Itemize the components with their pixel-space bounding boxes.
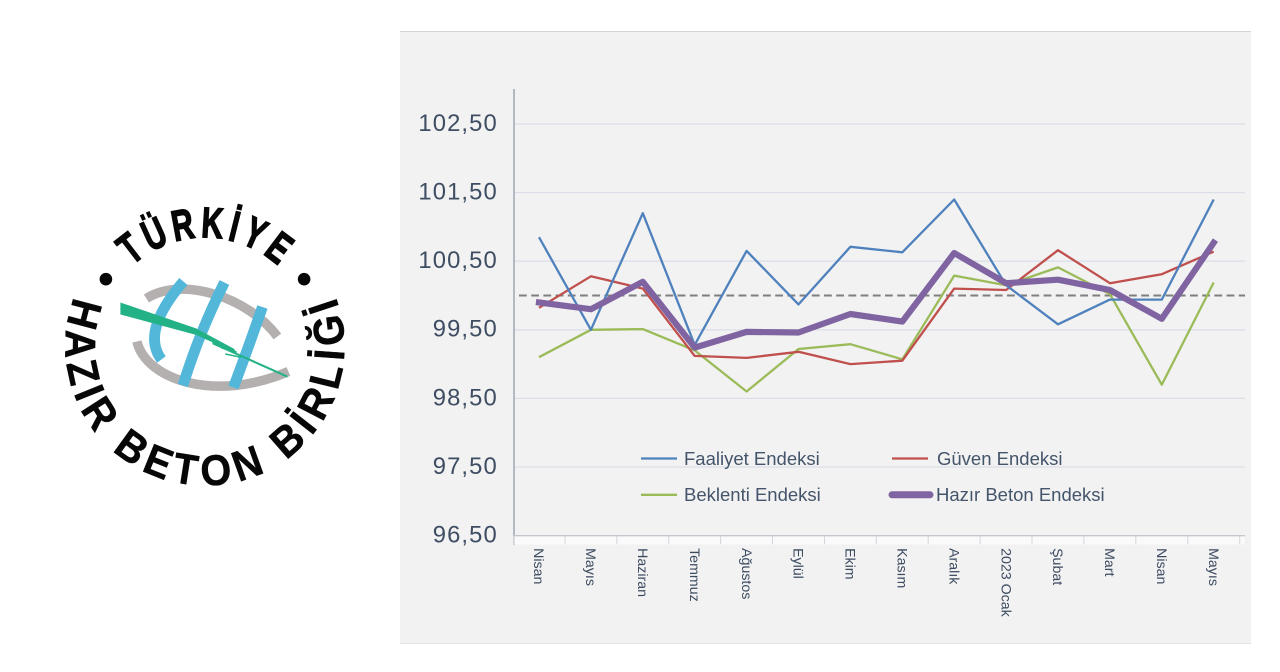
svg-text:Ağustos: Ağustos	[738, 548, 754, 599]
svg-text:Mayıs: Mayıs	[582, 548, 598, 586]
svg-text:2023 Ocak: 2023 Ocak	[997, 548, 1013, 618]
svg-text:K: K	[200, 197, 225, 247]
svg-text:Nisan: Nisan	[530, 548, 546, 584]
svg-text:A: A	[56, 329, 104, 358]
svg-text:Eylül: Eylül	[790, 548, 806, 579]
svg-text:Kasım: Kasım	[894, 548, 910, 588]
svg-text:Temmuz: Temmuz	[686, 548, 702, 602]
svg-text:Haziran: Haziran	[634, 548, 650, 597]
svg-text:Aralık: Aralık	[945, 548, 961, 585]
svg-text:Faaliyet Endeksi: Faaliyet Endeksi	[684, 448, 820, 469]
svg-text:İ: İ	[305, 347, 354, 361]
svg-text:R: R	[167, 198, 197, 250]
svg-text:Ğ: Ğ	[303, 312, 354, 348]
svg-text:Mart: Mart	[1101, 548, 1117, 576]
svg-text:96,50: 96,50	[433, 522, 498, 549]
svg-text:Mayıs: Mayıs	[1205, 548, 1221, 586]
svg-text:Beklenti Endeksi: Beklenti Endeksi	[684, 484, 821, 505]
svg-text:Ekim: Ekim	[842, 548, 858, 580]
svg-text:Nisan: Nisan	[1153, 548, 1169, 584]
svg-text:O: O	[198, 445, 233, 495]
svg-text:99,50: 99,50	[433, 316, 498, 343]
svg-text:98,50: 98,50	[433, 384, 498, 411]
svg-text:H: H	[57, 294, 111, 334]
svg-text:100,50: 100,50	[418, 247, 497, 274]
svg-text:Güven Endeksi: Güven Endeksi	[937, 448, 1062, 469]
svg-text:Şubat: Şubat	[1049, 548, 1065, 585]
svg-text:Hazır Beton Endeksi: Hazır Beton Endeksi	[936, 484, 1105, 505]
svg-text:101,50: 101,50	[418, 179, 497, 206]
svg-text:102,50: 102,50	[418, 110, 497, 137]
svg-text:97,50: 97,50	[433, 453, 498, 480]
